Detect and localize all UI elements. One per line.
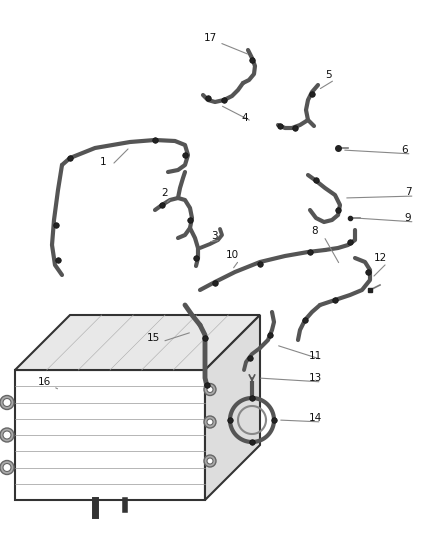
Circle shape (207, 386, 213, 392)
Text: 17: 17 (203, 33, 217, 43)
Circle shape (204, 384, 216, 395)
Circle shape (204, 455, 216, 467)
Text: 4: 4 (242, 113, 248, 123)
Circle shape (204, 416, 216, 428)
Circle shape (3, 464, 11, 472)
Text: 7: 7 (405, 187, 411, 197)
Text: 15: 15 (146, 333, 159, 343)
Text: 8: 8 (312, 226, 318, 236)
Polygon shape (205, 315, 260, 500)
Text: 5: 5 (325, 70, 331, 80)
Text: 9: 9 (405, 213, 411, 223)
Text: 16: 16 (37, 377, 51, 387)
Text: 12: 12 (373, 253, 387, 263)
Text: 1: 1 (100, 157, 106, 167)
Text: 2: 2 (162, 188, 168, 198)
Text: 6: 6 (402, 145, 408, 155)
Circle shape (0, 395, 14, 409)
Circle shape (3, 399, 11, 407)
Circle shape (3, 431, 11, 439)
Polygon shape (15, 370, 205, 500)
Circle shape (207, 419, 213, 425)
Text: 13: 13 (308, 373, 321, 383)
Polygon shape (15, 315, 260, 370)
Text: 11: 11 (308, 351, 321, 361)
Circle shape (0, 428, 14, 442)
Circle shape (0, 461, 14, 474)
Text: 10: 10 (226, 250, 239, 260)
Circle shape (207, 458, 213, 464)
Text: 3: 3 (211, 231, 217, 241)
Text: 14: 14 (308, 413, 321, 423)
